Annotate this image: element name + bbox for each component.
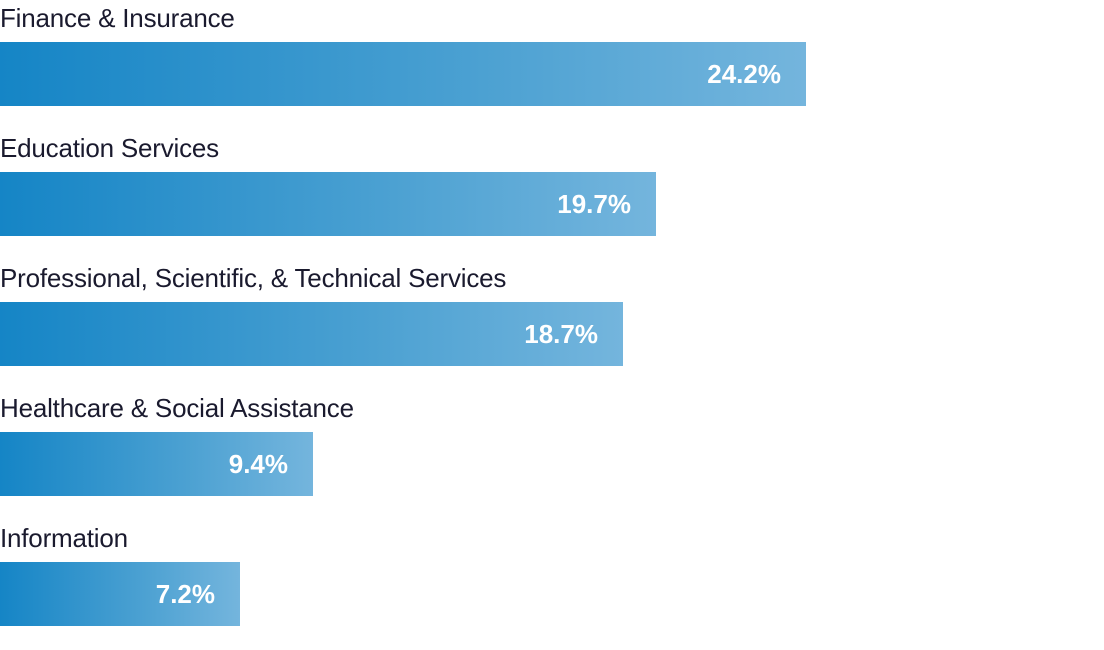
bar: 18.7% xyxy=(0,302,623,366)
bar: 9.4% xyxy=(0,432,313,496)
category-label: Finance & Insurance xyxy=(0,3,235,33)
category-label: Professional, Scientific, & Technical Se… xyxy=(0,263,507,293)
bar: 24.2% xyxy=(0,42,806,106)
bar-row: Information 7.2% xyxy=(0,520,1104,650)
bar-row: Education Services 19.7% xyxy=(0,130,1104,260)
value-label: 18.7% xyxy=(524,319,598,349)
bar: 7.2% xyxy=(0,562,240,626)
value-label: 24.2% xyxy=(707,59,781,89)
bar-chart: Finance & Insurance 24.2% Education Servic… xyxy=(0,0,1104,626)
value-label: 7.2% xyxy=(155,579,215,609)
category-label: Information xyxy=(0,523,128,553)
value-label: 19.7% xyxy=(557,189,631,219)
bar-row: Finance & Insurance 24.2% xyxy=(0,0,1104,130)
category-label: Education Services xyxy=(0,133,219,163)
value-label: 9.4% xyxy=(228,449,288,479)
category-label: Healthcare & Social Assistance xyxy=(0,393,354,423)
bar-row: Healthcare & Social Assistance 9.4% xyxy=(0,390,1104,520)
bar: 19.7% xyxy=(0,172,656,236)
bar-row: Professional, Scientific, & Technical Se… xyxy=(0,260,1104,390)
